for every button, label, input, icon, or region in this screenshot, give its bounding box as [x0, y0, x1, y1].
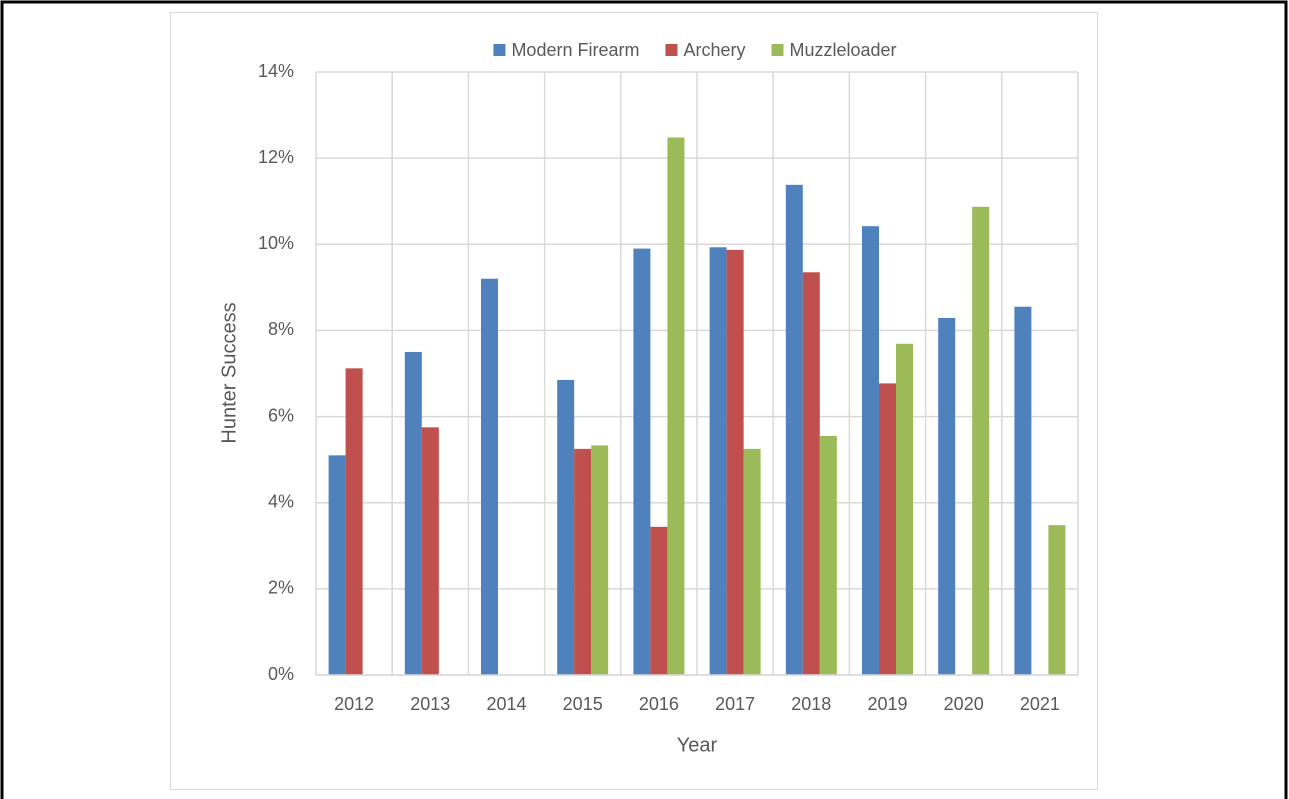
bar: [345, 368, 363, 675]
legend-swatch: [771, 44, 784, 56]
legend-swatch: [493, 44, 506, 56]
bar: [557, 379, 575, 675]
bar: [802, 272, 820, 675]
x-tick-label: 2017: [715, 694, 755, 714]
x-tick-label: 2018: [791, 694, 831, 714]
bar: [650, 526, 668, 675]
legend-label: Modern Firearm: [511, 40, 639, 60]
bar: [726, 249, 744, 675]
x-tick-label: 2014: [486, 694, 526, 714]
bar: [862, 226, 879, 675]
x-tick-label: 2013: [410, 694, 450, 714]
bar: [1048, 525, 1066, 675]
bar: [743, 448, 761, 675]
bar: [667, 137, 685, 675]
y-tick-label: 10%: [258, 233, 294, 253]
bar: [785, 184, 803, 675]
x-tick-label: 2019: [867, 694, 907, 714]
legend-label: Archery: [683, 40, 745, 60]
x-tick-label: 2020: [944, 694, 984, 714]
bar: [896, 343, 913, 675]
y-tick-label: 6%: [268, 405, 294, 425]
x-tick-label: 2015: [563, 694, 603, 714]
bar: [879, 383, 896, 675]
bar: [938, 317, 956, 675]
bar: [591, 445, 609, 675]
y-tick-label: 14%: [258, 61, 294, 81]
bar: [481, 278, 498, 675]
legend-label: Muzzleloader: [789, 40, 896, 60]
y-tick-label: 0%: [268, 664, 294, 684]
x-axis-title: Year: [677, 734, 718, 756]
y-tick-label: 12%: [258, 147, 294, 167]
y-tick-label: 2%: [268, 578, 294, 598]
bar: [328, 455, 346, 675]
bar: [574, 448, 592, 675]
bar: [633, 248, 651, 676]
bar: [421, 427, 439, 675]
x-tick-label: 2016: [639, 694, 679, 714]
legend-swatch: [665, 44, 678, 56]
x-tick-label: 2021: [1020, 694, 1060, 714]
y-tick-label: 4%: [268, 491, 294, 511]
bar: [709, 247, 727, 675]
bar: [1014, 306, 1032, 675]
bar: [819, 435, 837, 675]
bar: [404, 351, 422, 675]
y-tick-label: 8%: [268, 319, 294, 339]
x-tick-label: 2012: [334, 694, 374, 714]
bar: [972, 206, 990, 675]
y-axis-title: Hunter Success: [218, 302, 240, 443]
